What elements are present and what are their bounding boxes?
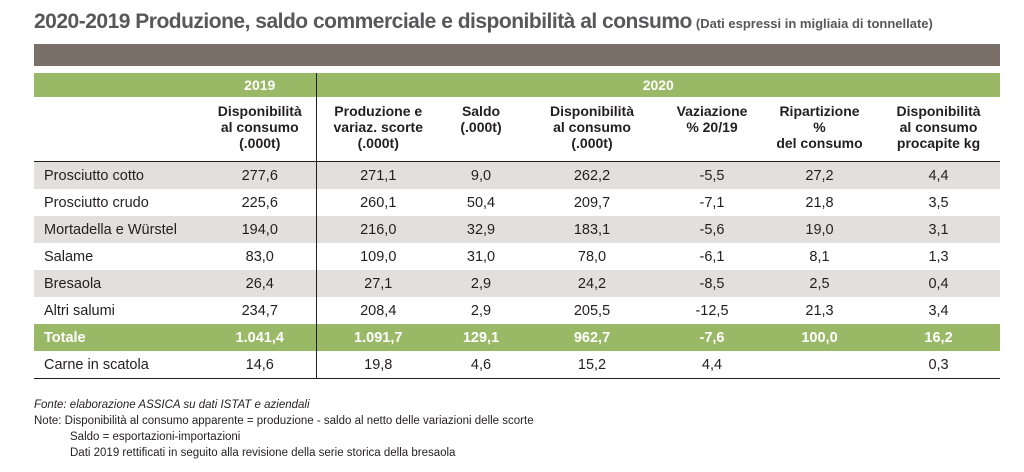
row-label: Prosciutto crudo — [44, 194, 149, 211]
table-cell: 216,0 — [315, 216, 440, 243]
table-row: Salame 83,0 109,0 31,0 78,0 -6,1 8,1 1,3 — [34, 243, 1000, 270]
table-cell: 3,4 — [928, 302, 949, 319]
table-row: Mortadella e Würstel 194,0 216,0 32,9 18… — [34, 216, 1001, 243]
table-cell: 2,5 — [762, 270, 877, 297]
note-line: Note: Disponibilità al consumo apparente… — [34, 415, 534, 427]
column-header: Disponibilità al consumo procapite kg — [896, 103, 981, 151]
table-row: Prosciutto crudo 225,6 260,1 50,4 209,7 … — [34, 189, 1000, 216]
table-cell: 205,5 — [573, 302, 611, 319]
table-cell — [762, 351, 877, 379]
note-line: Saldo = esportazioni-importazioni — [70, 431, 241, 443]
total-row: Totale 1.041,4 1.091,7 129,1 962,7 -7,6 … — [34, 324, 1001, 351]
year-header-row: 2019 2020 — [34, 73, 1001, 97]
table-row: Prosciutto cotto 277,6 271,1 9,0 262,2 -… — [34, 161, 1001, 189]
table-cell: 225,6 — [241, 194, 278, 211]
table-cell: 19,8 — [315, 351, 440, 379]
table-cell: -12,5 — [695, 302, 729, 319]
year-header-2020: 2020 — [315, 73, 1001, 97]
table-cell: 4,6 — [440, 351, 522, 379]
table-cell: 4,4 — [877, 161, 1001, 189]
total-cell: 962,7 — [522, 324, 662, 351]
table-cell: 27,1 — [315, 270, 440, 297]
total-cell: 1.041,4 — [204, 324, 316, 351]
table-cell: -6,1 — [699, 248, 725, 265]
table-cell: -7,1 — [699, 194, 725, 211]
table-cell: 8,1 — [809, 248, 830, 265]
table-cell: 26,4 — [204, 270, 316, 297]
table-cell: 262,2 — [522, 161, 662, 189]
table-cell: 19,0 — [762, 216, 877, 243]
total-cell: -7,6 — [662, 324, 762, 351]
table-cell: 2,9 — [470, 302, 492, 319]
row-label: Carne in scatola — [34, 351, 204, 379]
column-header: Saldo (.000t) — [460, 103, 502, 135]
row-label: Prosciutto cotto — [34, 161, 204, 189]
table-cell: 4,4 — [662, 351, 762, 379]
total-label: Totale — [34, 324, 204, 351]
table-cell: 24,2 — [522, 270, 662, 297]
row-label: Bresaola — [34, 270, 204, 297]
table-cell: 234,7 — [241, 302, 278, 319]
header-band — [34, 44, 1000, 66]
note-line: Dati 2019 rettificati in seguito alla re… — [70, 447, 456, 459]
column-header: Ripartizione% del consumo — [776, 103, 863, 151]
row-label: Altri salumi — [44, 302, 115, 319]
table-cell: -5,5 — [662, 161, 762, 189]
table-cell: 3,1 — [877, 216, 1001, 243]
column-header-row: Disponibilità al consumo (.000t) Produzion… — [34, 97, 1000, 162]
table-cell: 21,3 — [805, 302, 834, 319]
table-cell: 194,0 — [204, 216, 316, 243]
year-header-2019: 2019 — [204, 73, 316, 97]
table-cell: 260,1 — [315, 189, 440, 216]
table-cell: 183,1 — [522, 216, 662, 243]
table-cell: 271,1 — [315, 161, 440, 189]
extra-row: Carne in scatola 14,6 19,8 4,6 15,2 4,4 … — [34, 351, 1001, 379]
table-cell: 0,3 — [877, 351, 1001, 379]
table-cell: 32,9 — [440, 216, 522, 243]
row-label: Salame — [44, 248, 94, 265]
table-cell: 14,6 — [204, 351, 316, 379]
total-cell: 100,0 — [762, 324, 877, 351]
column-header: Produzione e variaz. scorte (.000t) — [315, 97, 440, 162]
table-cell: 277,6 — [204, 161, 316, 189]
table-cell: 208,4 — [315, 297, 440, 324]
table-cell: 83,0 — [245, 248, 274, 265]
table-cell: 15,2 — [522, 351, 662, 379]
row-label: Mortadella e Würstel — [34, 216, 204, 243]
table-cell: 78,0 — [577, 248, 607, 265]
table-cell: 50,4 — [466, 194, 496, 211]
total-cell: 16,2 — [877, 324, 1001, 351]
table-cell: -8,5 — [662, 270, 762, 297]
table-cell: -5,6 — [662, 216, 762, 243]
table-row: Altri salumi 234,7 208,4 2,9 205,5 -12,5… — [34, 297, 1000, 324]
title-subtitle: (Dati espressi in migliaia di tonnellate… — [695, 16, 933, 31]
column-header: Disponibilità al consumo (.000t) — [550, 103, 634, 151]
year-header-blank — [34, 73, 204, 97]
table-cell: 31,0 — [466, 248, 496, 265]
table-cell: 3,5 — [928, 194, 949, 211]
table-cell: 1,3 — [928, 248, 949, 265]
table-cell: 9,0 — [440, 161, 522, 189]
source-note: Fonte: elaborazione ASSICA su dati ISTAT… — [34, 399, 310, 411]
data-table: 2019 2020 Disponibilità al consumo (.000t)… — [34, 73, 1001, 379]
table-cell: 209,7 — [573, 194, 611, 211]
column-header-blank — [34, 97, 204, 162]
table-title: 2020-2019 Produzione, saldo commerciale … — [34, 10, 933, 34]
table-cell: 2,9 — [440, 270, 522, 297]
table-cell: 27,2 — [762, 161, 877, 189]
total-cell: 129,1 — [440, 324, 522, 351]
table-cell: 0,4 — [877, 270, 1001, 297]
footnotes: Fonte: elaborazione ASSICA su dati ISTAT… — [34, 397, 534, 461]
table-row: Bresaola 26,4 27,1 2,9 24,2 -8,5 2,5 0,4 — [34, 270, 1001, 297]
title-main: 2020-2019 Produzione, saldo commerciale … — [34, 10, 692, 33]
table-cell: 109,0 — [315, 243, 440, 270]
column-header: Vaziazione% 20/19 — [676, 103, 748, 135]
total-cell: 1.091,7 — [315, 324, 440, 351]
column-header: Disponibilità al consumo (.000t) — [217, 103, 302, 151]
table-cell: 21,8 — [805, 194, 834, 211]
